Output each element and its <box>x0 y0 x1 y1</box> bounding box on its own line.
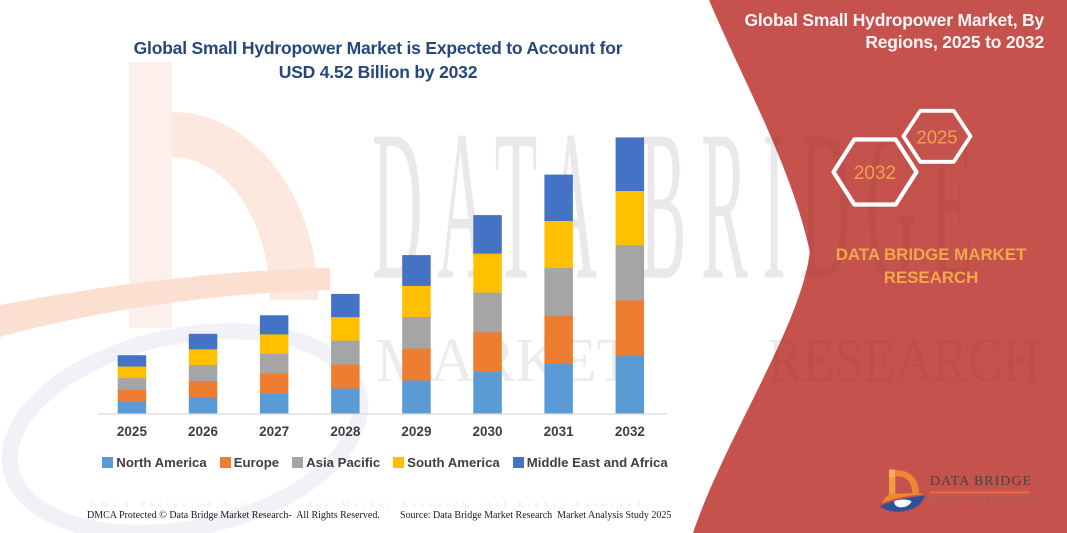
svg-text:2025: 2025 <box>916 127 957 148</box>
svg-text:RESEARCH: RESEARCH <box>768 327 1040 395</box>
svg-text:2032: 2032 <box>854 163 896 184</box>
